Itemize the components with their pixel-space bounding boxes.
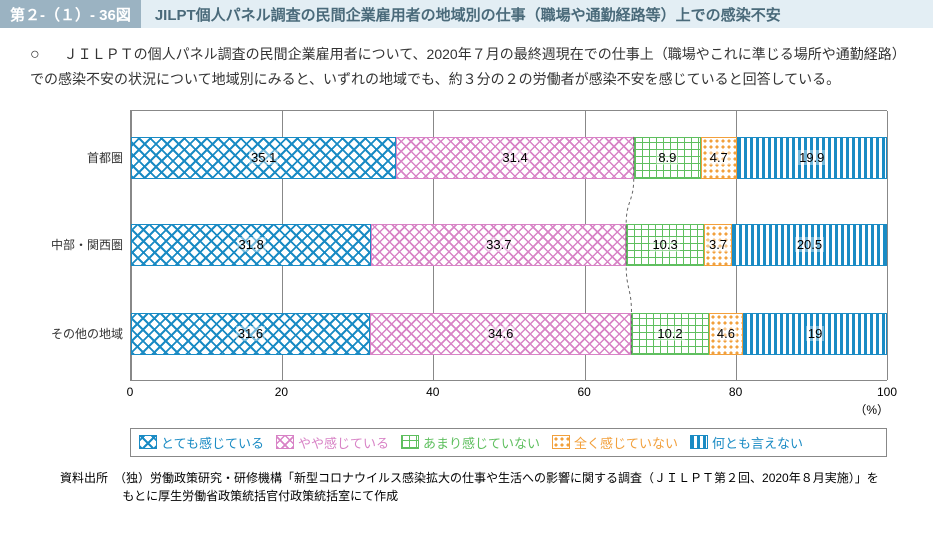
description-marker: ○ (30, 46, 40, 63)
legend-swatch (552, 435, 570, 449)
bar-row: 首都圏35.131.48.94.719.9 (131, 137, 887, 179)
legend-item: 何とも言えない (690, 433, 803, 452)
legend-label: とても感じている (161, 433, 264, 452)
legend-item: やや感じている (276, 433, 389, 452)
segment-value: 34.6 (486, 326, 515, 341)
category-label: 中部・関西圏 (47, 236, 131, 253)
segment-value: 19 (806, 326, 824, 341)
bar-segment: 4.7 (701, 137, 737, 179)
source-citation: 資料出所 （独）労働政策研究・研修機構「新型コロナウイルス感染拡大の仕事や生活へ… (0, 461, 933, 515)
legend-swatch (401, 435, 419, 449)
category-label: その他の地域 (47, 325, 131, 342)
legend-item: あまり感じていない (401, 433, 540, 452)
source-text: （独）労働政策研究・研修機構「新型コロナウイルス感染拡大の仕事や生活への影響に関… (120, 471, 879, 503)
x-tick-label: 20 (275, 385, 288, 399)
bar-row: その他の地域31.634.610.24.619 (131, 313, 887, 355)
plot-box: 首都圏35.131.48.94.719.9中部・関西圏31.833.710.33… (130, 110, 887, 380)
x-tick-label: 60 (578, 385, 591, 399)
segment-value: 4.6 (715, 326, 737, 341)
bar-segment: 31.6 (131, 313, 370, 355)
bar-segment: 20.5 (732, 224, 887, 266)
legend: とても感じている やや感じている あまり感じていない 全く感じていない 何とも言えない (130, 428, 887, 457)
chart-area: 首都圏 35.1 31.4 8.9 4.7 19.9 中部・関西圏 31.8 33.7 10.3 3… (0, 102, 933, 422)
figure-number: 第２-（１）- 36図 (0, 0, 141, 28)
segment-value: 35.1 (249, 150, 278, 165)
bar-row: 中部・関西圏31.833.710.33.720.5 (131, 224, 887, 266)
description-text: ＪＩＬＰＴの個人パネル調査の民間企業雇用者について、2020年７月の最終週現在で… (30, 46, 899, 87)
x-axis-unit: （%） (854, 401, 889, 418)
segment-value: 10.3 (650, 237, 679, 252)
bar-segment: 4.6 (709, 313, 744, 355)
segment-value: 3.7 (707, 237, 729, 252)
segment-value: 4.7 (708, 150, 730, 165)
figure-title: JILPT個人パネル調査の民間企業雇用者の地域別の仕事（職場や通勤経路等）上での… (141, 0, 933, 28)
description-block: ○ ＪＩＬＰＴの個人パネル調査の民間企業雇用者について、2020年７月の最終週現… (0, 28, 933, 102)
bar-segment: 31.8 (131, 224, 371, 266)
segment-value: 20.5 (795, 237, 824, 252)
bar-segment: 8.9 (634, 137, 701, 179)
legend-label: 何とも言えない (712, 433, 803, 452)
x-tick-label: 80 (729, 385, 742, 399)
segment-value: 31.8 (237, 237, 266, 252)
segment-value: 8.9 (656, 150, 678, 165)
legend-label: やや感じている (298, 433, 389, 452)
bar-segment: 10.2 (631, 313, 708, 355)
legend-label: 全く感じていない (574, 433, 678, 452)
bar-segment: 33.7 (371, 224, 626, 266)
bar-segment: 31.4 (396, 137, 633, 179)
legend-swatch (139, 435, 157, 449)
legend-swatch (690, 435, 708, 449)
bar-segment: 34.6 (370, 313, 632, 355)
figure-header: 第２-（１）- 36図 JILPT個人パネル調査の民間企業雇用者の地域別の仕事（… (0, 0, 933, 28)
x-tick-label: 0 (127, 385, 134, 399)
bar-segment: 3.7 (704, 224, 732, 266)
bar-segment: 19 (743, 313, 887, 355)
bar-segment: 10.3 (626, 224, 704, 266)
segment-value: 31.4 (500, 150, 529, 165)
legend-swatch (276, 435, 294, 449)
x-tick-label: 40 (426, 385, 439, 399)
legend-item: 全く感じていない (552, 433, 678, 452)
bar-segment: 19.9 (737, 137, 887, 179)
segment-value: 10.2 (655, 326, 684, 341)
x-axis: （%） 020406080100 (130, 380, 887, 416)
segment-value: 33.7 (484, 237, 513, 252)
legend-item: とても感じている (139, 433, 264, 452)
bar-segment: 35.1 (131, 137, 396, 179)
grid-line (887, 111, 888, 380)
segment-value: 19.9 (797, 150, 826, 165)
source-label: 資料出所 (60, 471, 108, 485)
legend-label: あまり感じていない (423, 433, 540, 452)
segment-value: 31.6 (236, 326, 265, 341)
x-tick-label: 100 (877, 385, 897, 399)
category-label: 首都圏 (47, 149, 131, 166)
